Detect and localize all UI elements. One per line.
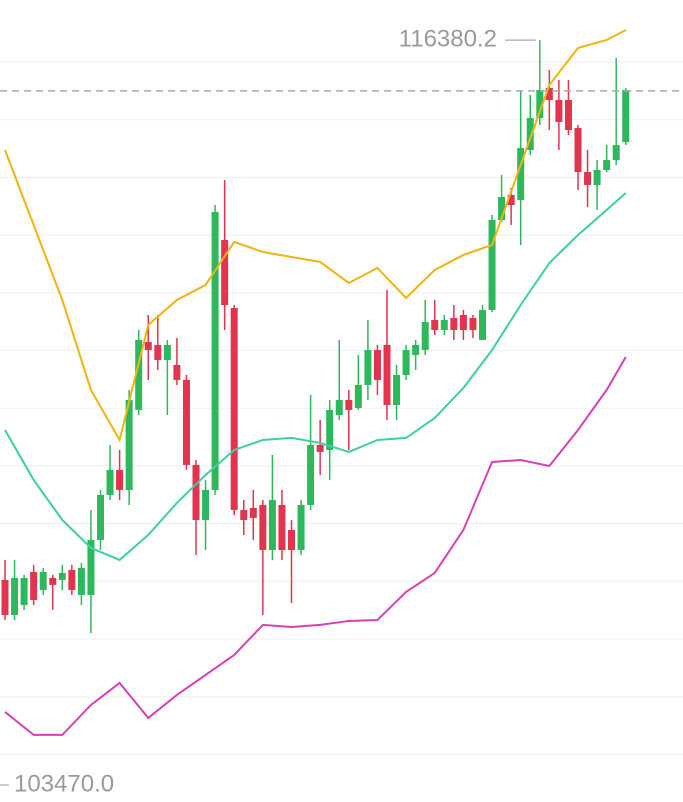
- indicator-line: [4, 356, 627, 736]
- candle-body: [393, 374, 401, 405]
- candle-body: [192, 464, 200, 520]
- candle-body: [488, 220, 496, 310]
- candle-body: [268, 499, 276, 550]
- candle-body: [373, 349, 381, 380]
- candle-body: [278, 504, 286, 550]
- candle-body: [20, 577, 28, 605]
- candle-body: [431, 319, 439, 330]
- candle-body: [498, 196, 506, 221]
- candle-body: [297, 504, 305, 550]
- candle-body: [163, 344, 171, 360]
- candle-body: [526, 117, 534, 151]
- candle-body: [144, 341, 152, 350]
- indicator-line: [4, 192, 627, 562]
- candle-body: [354, 384, 362, 408]
- candle-body: [536, 90, 544, 118]
- candle-body: [116, 469, 124, 490]
- candle-body: [316, 444, 324, 452]
- candle-body: [106, 469, 114, 495]
- candle-body: [517, 147, 525, 200]
- candle-body: [202, 489, 210, 520]
- candle-body: [173, 364, 181, 380]
- candle-body: [230, 307, 238, 510]
- candle-body: [612, 144, 620, 160]
- candle-body: [507, 194, 515, 206]
- indicator-line: [4, 29, 627, 443]
- candle-body: [345, 399, 353, 410]
- candle-body: [545, 87, 553, 100]
- candle-body: [555, 99, 563, 122]
- candle-body: [259, 504, 267, 550]
- candle-body: [135, 339, 143, 410]
- candle-body: [154, 344, 162, 360]
- candle-body: [584, 171, 592, 185]
- candle-body: [479, 309, 486, 340]
- candle-body: [39, 571, 47, 590]
- candle-body: [1, 579, 9, 615]
- max-price-label: 116380.2: [399, 25, 497, 52]
- candle-body: [307, 444, 315, 505]
- candle-body: [11, 577, 19, 615]
- candle-body: [30, 571, 38, 600]
- candle-body: [421, 321, 429, 350]
- min-price-label: 103470.0: [14, 770, 114, 797]
- candle-body: [125, 399, 133, 490]
- candle-body: [288, 529, 295, 550]
- candle-body: [364, 349, 372, 385]
- candle-body: [68, 569, 76, 590]
- candle-body: [326, 409, 334, 450]
- candle-body: [249, 507, 257, 518]
- candle-body: [574, 127, 582, 172]
- candle-body: [564, 99, 572, 130]
- candle-body: [412, 344, 420, 355]
- candle-body: [77, 567, 85, 595]
- candle-body: [49, 577, 57, 585]
- candle-body: [182, 379, 190, 465]
- candle-body: [58, 572, 66, 580]
- candle-body: [622, 90, 630, 142]
- candle-body: [459, 314, 467, 330]
- candle-body: [240, 509, 248, 520]
- candle-body: [450, 317, 458, 330]
- candle-body: [87, 539, 95, 595]
- candle-body: [469, 317, 477, 330]
- candle-body: [603, 159, 611, 170]
- candle-body: [97, 494, 104, 540]
- candle-body: [221, 239, 229, 305]
- candle-body: [211, 211, 219, 490]
- candle-body: [383, 344, 391, 405]
- candle-body: [402, 349, 410, 375]
- candle-body: [593, 169, 601, 185]
- candle-body: [335, 399, 343, 415]
- candle-body: [440, 319, 448, 330]
